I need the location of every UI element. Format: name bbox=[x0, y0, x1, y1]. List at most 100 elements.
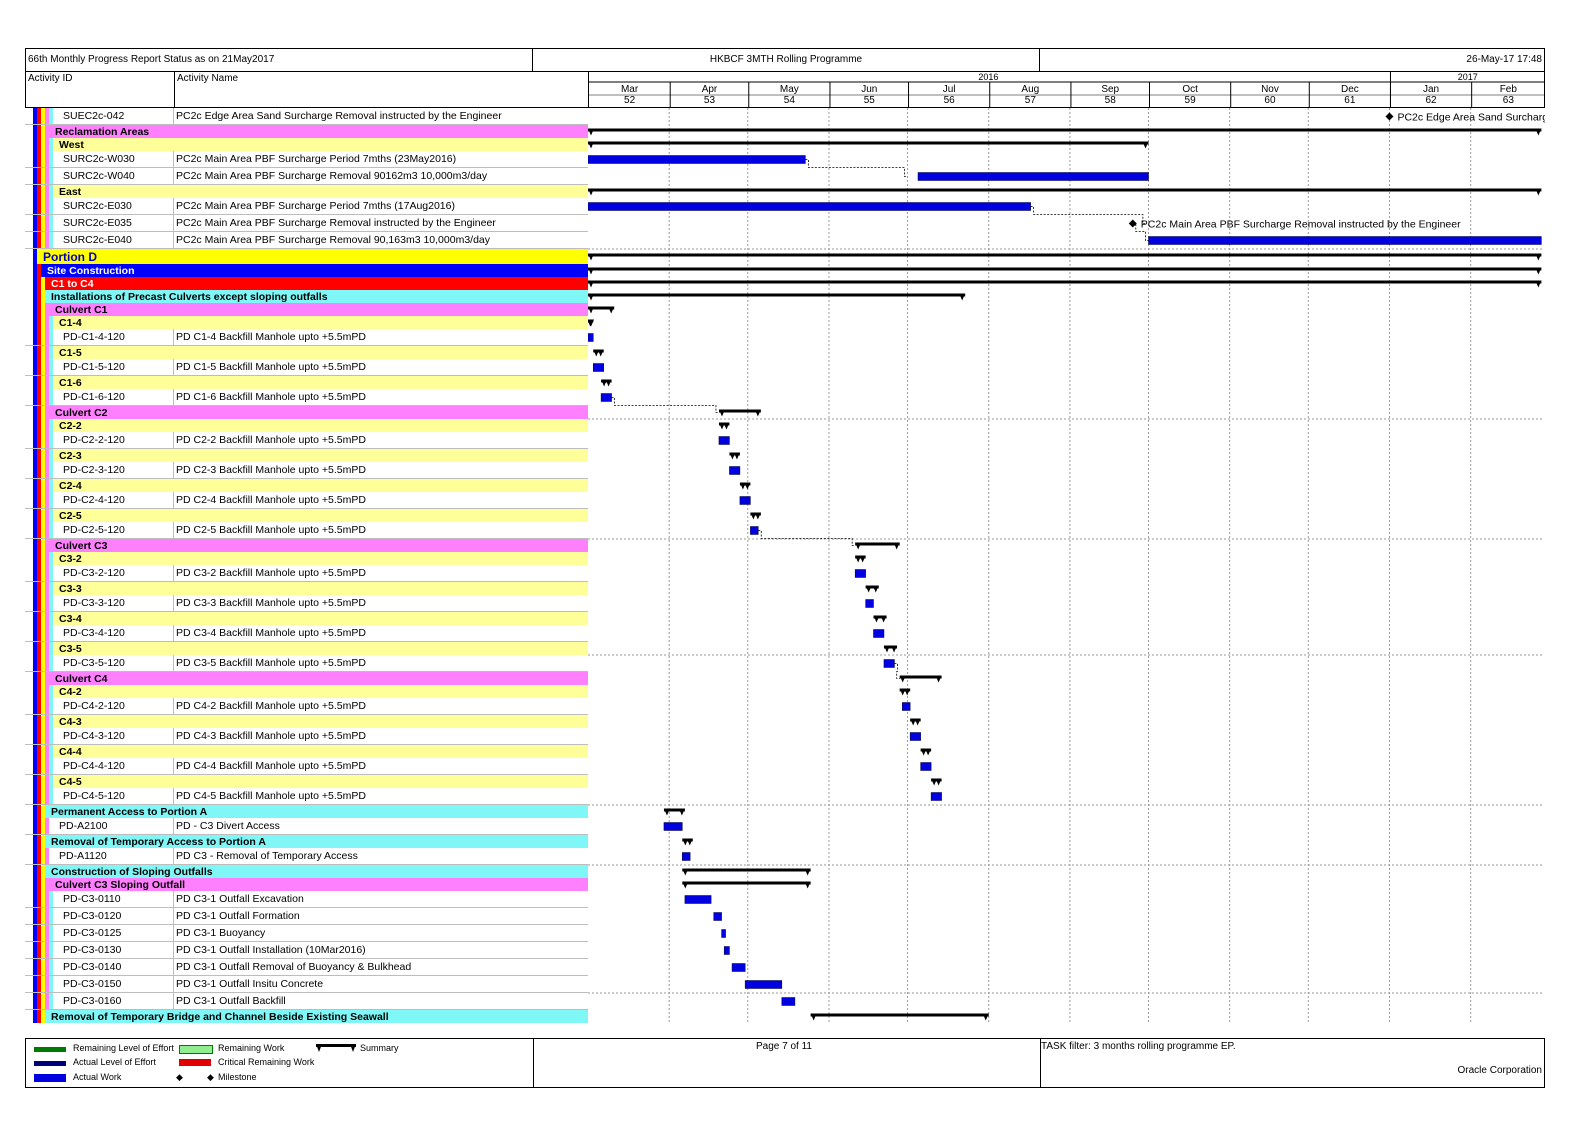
group-row[interactable]: Reclamation Areas bbox=[25, 125, 588, 138]
activity-row[interactable]: PD-C2-3-120 PD C2-3 Backfill Manhole upto… bbox=[25, 462, 588, 479]
summary-bar[interactable] bbox=[883, 645, 898, 653]
summary-bar[interactable] bbox=[718, 422, 730, 430]
activity-row[interactable]: PD-C3-2-120 PD C3-2 Backfill Manhole upto… bbox=[25, 565, 588, 582]
group-row[interactable]: C3-5 bbox=[25, 642, 588, 655]
milestone-diamond[interactable] bbox=[1385, 112, 1394, 121]
activity-bar[interactable] bbox=[854, 569, 866, 578]
activity-id-header[interactable]: Activity ID bbox=[28, 73, 73, 84]
activity-row[interactable]: PD-C4-4-120 PD C4-4 Backfill Manhole upto… bbox=[25, 758, 588, 775]
activity-row[interactable]: PD-C3-0125 PD C3-1 Buoyancy bbox=[25, 925, 588, 942]
summary-bar[interactable] bbox=[729, 452, 740, 460]
activity-bar[interactable] bbox=[682, 852, 691, 861]
activity-row[interactable]: PD-C3-3-120 PD C3-3 Backfill Manhole upto… bbox=[25, 595, 588, 612]
activity-bar[interactable] bbox=[917, 172, 1149, 181]
activity-row[interactable]: SURC2c-W030 PC2c Main Area PBF Surcharge … bbox=[25, 151, 588, 168]
summary-bar[interactable] bbox=[865, 585, 879, 593]
activity-row[interactable]: PD-C1-5-120 PD C1-5 Backfill Manhole upto… bbox=[25, 359, 588, 376]
group-row[interactable]: Culvert C2 bbox=[25, 406, 588, 419]
activity-bar[interactable] bbox=[592, 363, 604, 372]
group-row[interactable]: C1 to C4 bbox=[25, 277, 588, 290]
summary-bar[interactable] bbox=[588, 293, 966, 301]
summary-bar[interactable] bbox=[718, 409, 761, 417]
activity-row[interactable]: PD-A2100 PD - C3 Divert Access bbox=[25, 818, 588, 835]
group-row[interactable]: C3-2 bbox=[25, 552, 588, 565]
activity-row[interactable]: PD-C2-4-120 PD C2-4 Backfill Manhole upto… bbox=[25, 492, 588, 509]
activity-row[interactable]: PD-C3-0130 PD C3-1 Outfall Installation (… bbox=[25, 942, 588, 959]
group-row[interactable]: Culvert C1 bbox=[25, 303, 588, 316]
activity-row[interactable]: PD-C3-4-120 PD C3-4 Backfill Manhole upto… bbox=[25, 625, 588, 642]
activity-row[interactable]: PD-A1120 PD C3 - Removal of Temporary Acc… bbox=[25, 848, 588, 865]
summary-bar[interactable] bbox=[588, 128, 1542, 136]
activity-row[interactable]: SURC2c-E035 PC2c Main Area PBF Surcharge … bbox=[25, 215, 588, 232]
activity-bar[interactable] bbox=[750, 526, 759, 535]
summary-bar[interactable] bbox=[588, 253, 1542, 261]
summary-bar[interactable] bbox=[855, 542, 900, 550]
group-row[interactable]: Removal of Temporary Bridge and Channel … bbox=[25, 1010, 588, 1023]
summary-bar[interactable] bbox=[920, 748, 932, 756]
summary-bar[interactable] bbox=[899, 688, 911, 696]
summary-bar[interactable] bbox=[588, 280, 1542, 288]
activity-bar[interactable] bbox=[663, 822, 683, 831]
summary-bar[interactable] bbox=[855, 555, 866, 563]
group-row[interactable]: C4-5 bbox=[25, 775, 588, 788]
summary-bar[interactable] bbox=[601, 379, 612, 387]
summary-bar[interactable] bbox=[593, 349, 604, 357]
summary-bar[interactable] bbox=[588, 306, 615, 314]
activity-row[interactable]: PD-C3-0120 PD C3-1 Outfall Formation bbox=[25, 908, 588, 925]
group-row[interactable]: Portion D bbox=[25, 249, 588, 264]
activity-row[interactable]: PD-C4-5-120 PD C4-5 Backfill Manhole upto… bbox=[25, 788, 588, 805]
summary-bar[interactable] bbox=[739, 482, 751, 490]
summary-bar[interactable] bbox=[931, 778, 942, 786]
activity-bar[interactable] bbox=[721, 929, 726, 938]
group-row[interactable]: C2-3 bbox=[25, 449, 588, 462]
group-row[interactable]: Culvert C3 bbox=[25, 539, 588, 552]
activity-row[interactable]: PD-C3-0160 PD C3-1 Outfall Backfill bbox=[25, 993, 588, 1010]
group-row[interactable]: Installations of Precast Culverts except… bbox=[25, 290, 588, 303]
activity-bar[interactable] bbox=[731, 963, 746, 972]
group-row[interactable]: Removal of Temporary Access to Portion A bbox=[25, 835, 588, 848]
activity-bar[interactable] bbox=[920, 762, 932, 771]
activity-row[interactable]: SUEC2c-042 PC2c Edge Area Sand Surcharge … bbox=[25, 108, 588, 125]
activity-bar[interactable] bbox=[723, 946, 730, 955]
summary-bar[interactable] bbox=[588, 141, 1149, 149]
summary-bar[interactable] bbox=[899, 675, 942, 683]
activity-bar[interactable] bbox=[729, 466, 741, 475]
summary-bar[interactable] bbox=[873, 615, 887, 623]
activity-bar[interactable] bbox=[883, 659, 895, 668]
activity-bar[interactable] bbox=[588, 155, 806, 164]
summary-bar[interactable] bbox=[750, 512, 761, 520]
group-row[interactable]: Site Construction bbox=[25, 264, 588, 277]
activity-bar[interactable] bbox=[781, 997, 796, 1006]
activity-bar[interactable] bbox=[739, 496, 751, 505]
group-row[interactable]: C1-4 bbox=[25, 316, 588, 329]
group-row[interactable]: C3-3 bbox=[25, 582, 588, 595]
group-row[interactable]: Construction of Sloping Outfalls bbox=[25, 865, 588, 878]
activity-bar[interactable] bbox=[718, 436, 730, 445]
summary-bar[interactable] bbox=[682, 838, 693, 846]
activity-row[interactable]: PD-C3-5-120 PD C3-5 Backfill Manhole upto… bbox=[25, 655, 588, 672]
activity-bar[interactable] bbox=[909, 732, 921, 741]
group-row[interactable]: C3-4 bbox=[25, 612, 588, 625]
activity-row[interactable]: PD-C4-3-120 PD C4-3 Backfill Manhole upto… bbox=[25, 728, 588, 745]
activity-bar[interactable] bbox=[588, 333, 594, 342]
activity-row[interactable]: SURC2c-W040 PC2c Main Area PBF Surcharge … bbox=[25, 168, 588, 185]
summary-bar[interactable] bbox=[682, 868, 811, 876]
group-row[interactable]: East bbox=[25, 185, 588, 198]
activity-row[interactable]: PD-C3-0150 PD C3-1 Outfall Insitu Concret… bbox=[25, 976, 588, 993]
group-row[interactable]: C2-5 bbox=[25, 509, 588, 522]
activity-row[interactable]: PD-C2-5-120 PD C2-5 Backfill Manhole upto… bbox=[25, 522, 588, 539]
activity-bar[interactable] bbox=[930, 792, 942, 801]
activity-row[interactable]: PD-C2-2-120 PD C2-2 Backfill Manhole upto… bbox=[25, 432, 588, 449]
activity-row[interactable]: SURC2c-E040 PC2c Main Area PBF Surcharge … bbox=[25, 232, 588, 249]
group-row[interactable]: C4-4 bbox=[25, 745, 588, 758]
group-row[interactable]: C1-6 bbox=[25, 376, 588, 389]
activity-bar[interactable] bbox=[744, 980, 783, 989]
summary-bar[interactable] bbox=[682, 881, 811, 889]
group-row[interactable]: C2-2 bbox=[25, 419, 588, 432]
activity-row[interactable]: PD-C3-0110 PD C3-1 Outfall Excavation bbox=[25, 891, 588, 908]
summary-bar[interactable] bbox=[810, 1013, 989, 1021]
group-row[interactable]: C2-4 bbox=[25, 479, 588, 492]
group-row[interactable]: C4-2 bbox=[25, 685, 588, 698]
activity-row[interactable]: PD-C4-2-120 PD C4-2 Backfill Manhole upto… bbox=[25, 698, 588, 715]
summary-bar[interactable] bbox=[588, 188, 1542, 196]
